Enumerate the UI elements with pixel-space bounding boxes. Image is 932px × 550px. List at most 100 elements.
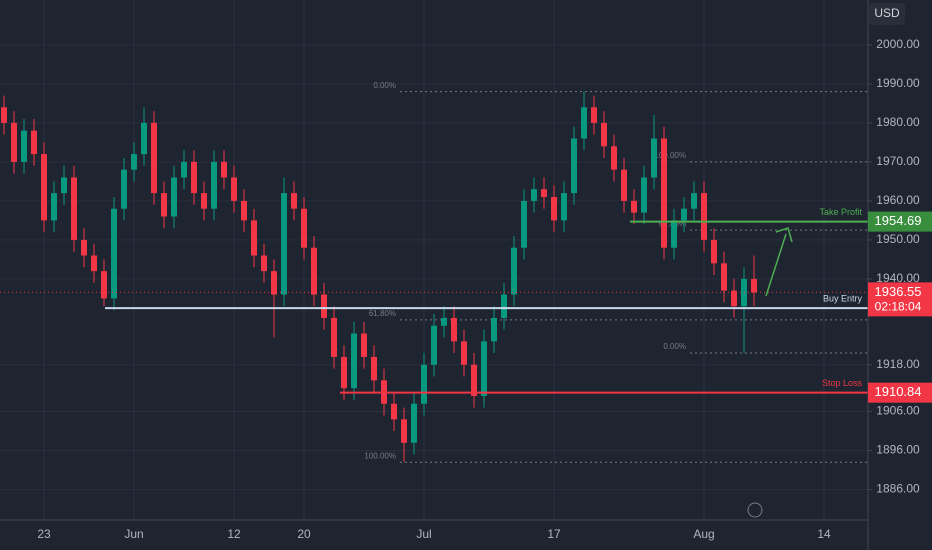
candle-body <box>241 200 247 221</box>
candle-body <box>231 177 237 201</box>
x-tick-label: Aug <box>693 527 714 541</box>
candle-body <box>371 356 377 381</box>
candle-body <box>311 247 317 295</box>
countdown: 02:18:04 <box>875 300 922 314</box>
candle-body <box>511 247 517 295</box>
candle-body <box>81 239 87 256</box>
candle-body <box>721 263 727 291</box>
candle-body <box>481 341 487 396</box>
candle-body <box>61 177 67 194</box>
candle-body <box>631 200 637 213</box>
candle-body <box>131 154 137 170</box>
candle-body <box>531 189 537 201</box>
fib-label: 61.80% <box>369 309 396 318</box>
fib-label: 0.00% <box>373 81 396 90</box>
level-name: Stop Loss <box>822 378 863 388</box>
candle-body <box>41 154 47 221</box>
candle-body <box>1 107 7 123</box>
icon[interactable] <box>747 502 763 518</box>
levels: Take Profit Buy Entry Stop Loss <box>0 207 868 394</box>
candle-body <box>71 177 77 240</box>
y-tick-label: 1906.00 <box>876 404 920 418</box>
candle-body <box>461 341 467 365</box>
candle-body <box>291 193 297 209</box>
candle-body <box>111 208 117 299</box>
candle-body <box>261 255 267 272</box>
arrow <box>765 233 787 297</box>
y-tick-label: 1980.00 <box>876 115 920 129</box>
candle-body <box>641 177 647 213</box>
candle-body <box>701 193 707 240</box>
candle-body <box>361 333 367 357</box>
candle-body <box>521 200 527 248</box>
candle-body <box>581 107 587 139</box>
x-tick-label: 17 <box>547 527 561 541</box>
price-label: 1910.84 <box>875 384 922 399</box>
y-tick-label: 1970.00 <box>876 154 920 168</box>
candle-body <box>21 130 27 162</box>
candle-body <box>471 364 477 396</box>
fib-label: 100.00% <box>364 451 396 460</box>
candle-body <box>341 356 347 389</box>
price-axis <box>868 0 932 550</box>
price-box <box>868 211 932 232</box>
price-label: 1936.55 <box>875 284 922 299</box>
x-tick-label: Jul <box>416 527 431 541</box>
y-tick-label: 1950.00 <box>876 232 920 246</box>
currency-box[interactable] <box>869 3 905 25</box>
candle-body <box>411 403 417 443</box>
candle-body <box>181 161 187 178</box>
y-tick-label: 1940.00 <box>876 271 920 285</box>
candle-body <box>331 317 337 357</box>
candle-body <box>731 290 737 307</box>
candle-body <box>711 239 717 264</box>
candle-body <box>281 193 287 295</box>
y-tick-label: 2000.00 <box>876 37 920 51</box>
candle-body <box>421 364 427 404</box>
fib-label: 100.00% <box>654 151 686 160</box>
axis-labels: 1886.00 1896.00 1906.00 1918.00 1940.00 1950.… <box>37 37 932 541</box>
candle-body <box>121 169 127 209</box>
candle-body <box>271 271 277 295</box>
price-box <box>868 382 932 403</box>
candle-body <box>31 130 37 155</box>
fib-label: 0.00% <box>663 342 686 351</box>
candle-body <box>191 161 197 194</box>
candle-body <box>431 325 437 365</box>
candle-body <box>601 122 607 147</box>
candle-body <box>671 220 677 248</box>
candle-body <box>51 193 57 221</box>
candle-body <box>401 419 407 443</box>
candle-body <box>101 271 107 299</box>
candle-body <box>611 146 617 170</box>
currency: USD <box>874 6 900 20</box>
x-tick-label: Jun <box>124 527 143 541</box>
candles <box>1 91 757 463</box>
candle-body <box>561 193 567 221</box>
y-tick-label: 1960.00 <box>876 193 920 207</box>
x-tick-label: 23 <box>37 527 51 541</box>
y-tick-label: 1990.00 <box>876 76 920 90</box>
candle-body <box>151 122 157 194</box>
candle-body <box>571 138 577 194</box>
candle-body <box>491 317 497 342</box>
x-tick-label: 12 <box>227 527 241 541</box>
candle-body <box>321 294 327 318</box>
candle-body <box>681 208 687 221</box>
price-label: 1954.69 <box>875 213 922 228</box>
level-name: Buy Entry <box>823 294 863 304</box>
candle-body <box>451 317 457 342</box>
candle-body <box>441 317 447 326</box>
candle-body <box>551 196 557 221</box>
candle-body <box>91 255 97 272</box>
arrow-head <box>775 227 793 243</box>
candle-body <box>11 122 17 162</box>
candle-body <box>221 161 227 178</box>
grid <box>0 0 868 520</box>
candle-body <box>141 122 147 155</box>
y-tick-label: 1918.00 <box>876 357 920 371</box>
price-box <box>868 282 932 317</box>
